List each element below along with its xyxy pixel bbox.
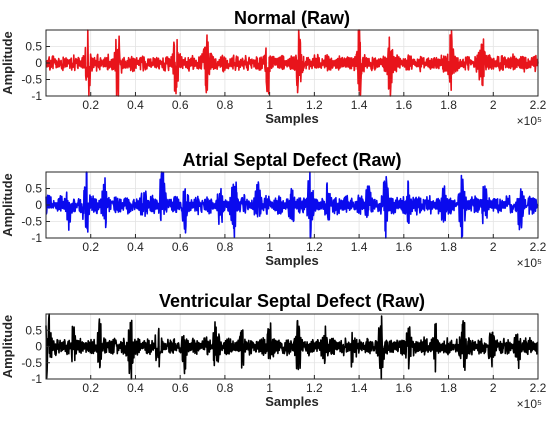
y-axis-label: Amplitude: [0, 31, 15, 95]
chart-title: Normal (Raw): [234, 8, 350, 28]
x-axis-label: Samples: [265, 253, 318, 268]
x-axis-label: Samples: [265, 111, 318, 126]
x-tick-label: 0.4: [127, 98, 144, 112]
x-tick-label: 2: [490, 381, 497, 395]
chart-title: Ventricular Septal Defect (Raw): [159, 291, 425, 311]
y-tick-label: 0.5: [25, 40, 42, 54]
x-tick-label: 1: [266, 98, 273, 112]
y-axis-label: Amplitude: [0, 315, 15, 379]
x-tick-label: 0.8: [217, 381, 234, 395]
x-tick-label: 1.2: [306, 240, 323, 254]
x-tick-label: 1.4: [351, 98, 368, 112]
chart-normal: 0.2 0.4 0.6 0.8 1 1.2 1.4 1.6 1.8 2 2.2 0.5 0 -0.5 -1 N…: [0, 8, 547, 128]
chart-vsd: 0.2 0.4 0.6 0.8 1 1.2 1.4 1.6 1.8 2 2.2 0.5 0 -0.5 -1 V…: [0, 291, 547, 411]
x-tick-label: 1: [266, 381, 273, 395]
x-axis-exponent: ×10⁵: [517, 397, 542, 411]
x-tick-label: 0.2: [82, 381, 99, 395]
y-axis-label: Amplitude: [0, 173, 15, 237]
y-tick-label: -1: [31, 89, 42, 103]
x-tick-label: 0.8: [217, 240, 234, 254]
x-tick-label: 1.4: [351, 381, 368, 395]
x-tick-label: 0.4: [127, 381, 144, 395]
signal-line-vsd: [45, 313, 539, 380]
signal-line-asd: [45, 171, 539, 239]
x-tick-label: 2.2: [530, 240, 547, 254]
x-tick-label: 1.2: [306, 98, 323, 112]
signal-line-normal: [45, 29, 539, 97]
y-tick-label: -0.5: [21, 215, 42, 229]
x-tick-label: 2.2: [530, 98, 547, 112]
panels: 0.2 0.4 0.6 0.8 1 1.2 1.4 1.6 1.8 2 2.2 0.5 0 -0.5 -1 N…: [0, 8, 547, 411]
y-tick-label: 0.5: [25, 182, 42, 196]
y-tick-label: 0.5: [25, 323, 42, 337]
x-tick-label: 0.6: [172, 381, 189, 395]
x-tick-label: 2: [490, 98, 497, 112]
x-tick-label: 0.6: [172, 98, 189, 112]
x-axis-exponent: ×10⁵: [517, 114, 542, 128]
x-axis-exponent: ×10⁵: [517, 256, 542, 270]
x-tick-label: 1.6: [395, 98, 412, 112]
y-tick-label: -0.5: [21, 73, 42, 87]
chart-asd: 0.2 0.4 0.6 0.8 1 1.2 1.4 1.6 1.8 2 2.2 0.5 0 -0.5 -1 A…: [0, 150, 547, 270]
x-tick-label: 2: [490, 240, 497, 254]
x-tick-label: 1.2: [306, 381, 323, 395]
y-tick-label: -0.5: [21, 356, 42, 370]
y-tick-label: 0: [35, 56, 42, 70]
y-tick-label: 0: [35, 198, 42, 212]
y-tick-label: -1: [31, 231, 42, 245]
x-tick-label: 0.2: [82, 240, 99, 254]
x-axis-label: Samples: [265, 394, 318, 409]
x-tick-label: 1: [266, 240, 273, 254]
x-tick-label: 1.6: [395, 381, 412, 395]
x-tick-label: 1.8: [440, 381, 457, 395]
x-tick-label: 0.2: [82, 98, 99, 112]
x-tick-label: 2.2: [530, 381, 547, 395]
x-tick-label: 1.4: [351, 240, 368, 254]
x-tick-label: 1.6: [395, 240, 412, 254]
x-tick-label: 1.8: [440, 240, 457, 254]
chart-title: Atrial Septal Defect (Raw): [182, 150, 401, 170]
y-tick-label: -1: [31, 372, 42, 386]
y-tick-label: 0: [35, 340, 42, 354]
x-tick-label: 1.8: [440, 98, 457, 112]
x-tick-label: 0.4: [127, 240, 144, 254]
x-tick-label: 0.6: [172, 240, 189, 254]
x-tick-label: 0.8: [217, 98, 234, 112]
